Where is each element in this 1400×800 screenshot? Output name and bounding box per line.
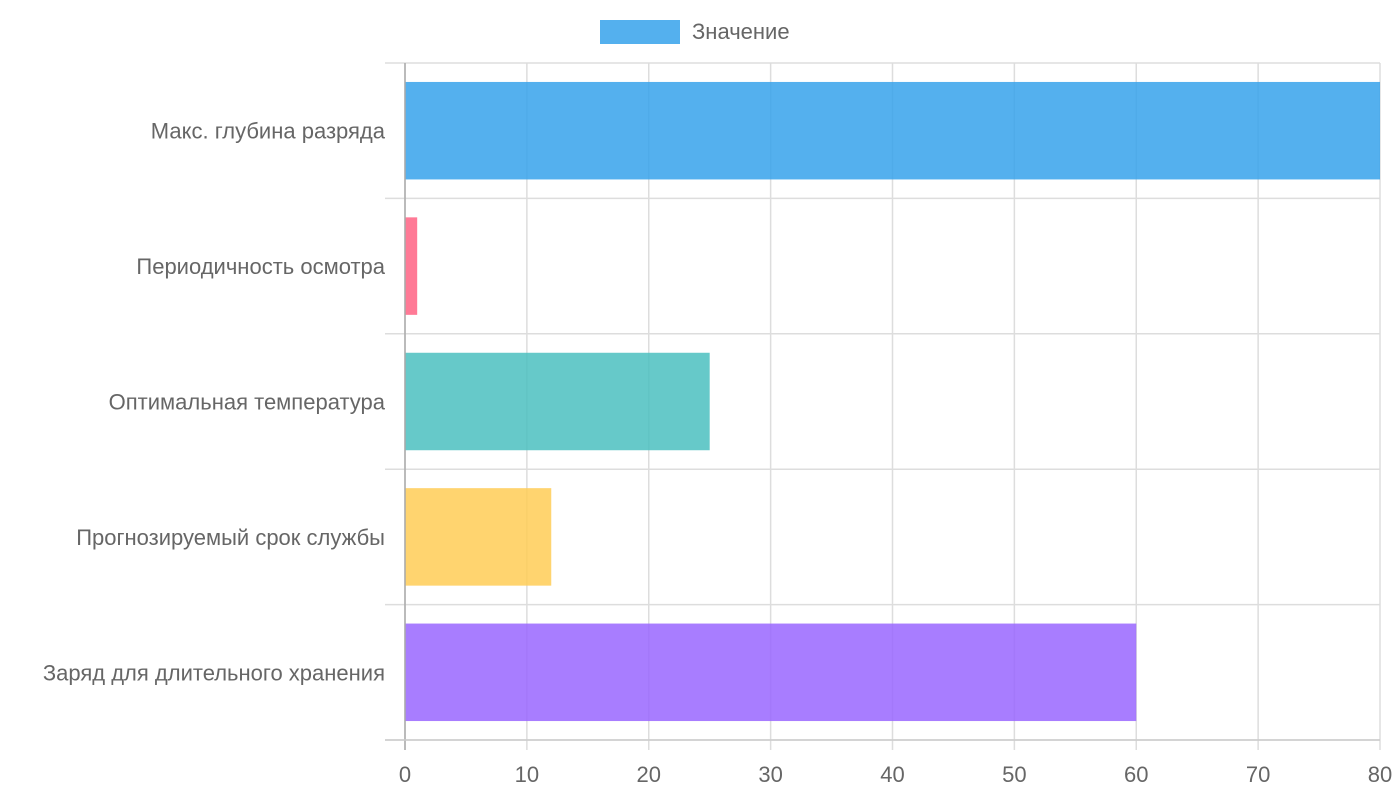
- bar[interactable]: [405, 217, 418, 315]
- x-tick-label: 60: [1124, 762, 1148, 787]
- x-tick-label: 50: [1002, 762, 1026, 787]
- x-tick-label: 30: [758, 762, 782, 787]
- bar[interactable]: [405, 352, 710, 451]
- category-label: Периодичность осмотра: [136, 254, 385, 279]
- category-label: Макс. глубина разряда: [151, 119, 386, 144]
- x-tick-label: 20: [637, 762, 661, 787]
- category-label: Заряд для длительного хранения: [43, 660, 385, 685]
- category-labels: Макс. глубина разряда Периодичность осмот…: [43, 119, 386, 686]
- bar[interactable]: [405, 488, 552, 586]
- x-tick-label: 10: [515, 762, 539, 787]
- x-tick-label: 80: [1368, 762, 1392, 787]
- x-tick-labels: 0 10 20 30 40 50 60 70 80: [399, 762, 1392, 787]
- bar[interactable]: [405, 623, 1137, 722]
- legend[interactable]: Значение: [600, 19, 790, 44]
- category-label: Оптимальная температура: [109, 390, 386, 415]
- category-label: Прогнозируемый срок службы: [76, 525, 385, 550]
- x-tick-label: 40: [880, 762, 904, 787]
- bars: [405, 81, 1380, 722]
- legend-swatch: [600, 20, 680, 44]
- bar[interactable]: [405, 81, 1380, 180]
- axes: [385, 63, 1380, 750]
- x-tick-label: 70: [1246, 762, 1270, 787]
- legend-label: Значение: [692, 19, 790, 44]
- x-tick-label: 0: [399, 762, 411, 787]
